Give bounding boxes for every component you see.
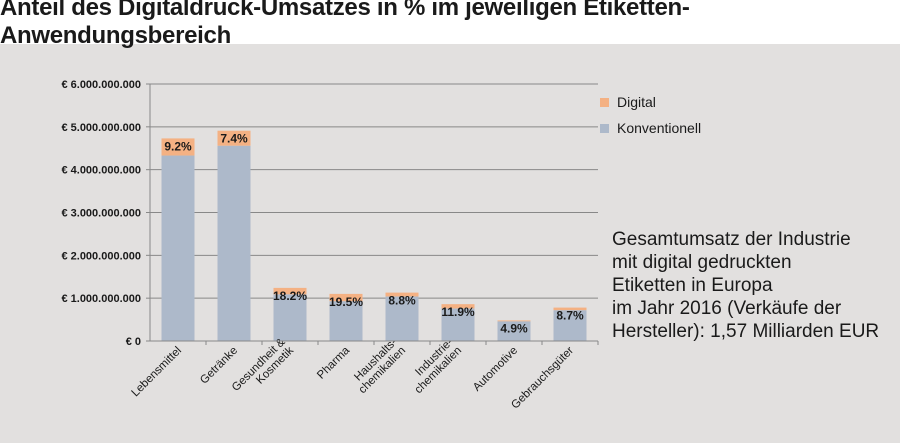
bar-digital xyxy=(161,138,195,156)
x-category-label-line: Automotive xyxy=(471,345,520,394)
bar-konventionell xyxy=(553,310,587,341)
annotation-line: mit digital gedruckten xyxy=(612,252,792,273)
bar-konventionell xyxy=(441,308,475,341)
bar-konventionell xyxy=(385,296,419,341)
bar-digital xyxy=(329,293,363,302)
legend-label: Konventionell xyxy=(617,120,701,136)
bar-digital xyxy=(553,307,587,311)
x-category-label: Haushalts-chemikalien xyxy=(348,336,408,396)
x-category-label: Pharma xyxy=(315,344,352,381)
bar-digital xyxy=(497,320,531,322)
chart-title: Anteil des Digitaldruck-Umsatzes in % im… xyxy=(0,0,690,49)
bar-data-label: 8.7% xyxy=(556,309,584,323)
bar-data-label: 9.2% xyxy=(164,139,192,153)
bar-konventionell xyxy=(161,155,195,341)
x-category-label: Gesundheit &Kosmetik xyxy=(230,336,296,402)
y-tick-label: € 1.000.000.000 xyxy=(61,293,141,305)
bar-konventionell xyxy=(273,294,307,341)
bar-data-label: 11.9% xyxy=(441,305,475,319)
bar-konventionell xyxy=(497,321,531,341)
bar-konventionell xyxy=(329,301,363,341)
bar-data-label: 8.8% xyxy=(388,294,416,308)
y-tick-label: € 5.000.000.000 xyxy=(61,122,141,134)
legend-swatch xyxy=(600,98,609,107)
y-tick-label: € 0 xyxy=(126,336,141,348)
bar-data-label: 18.2% xyxy=(273,289,307,303)
bar-digital xyxy=(273,287,307,295)
x-category-label: Gebrauchsgüter xyxy=(509,345,576,412)
bar-digital xyxy=(385,292,419,297)
annotation-line: Etiketten in Europa xyxy=(612,275,773,296)
x-category-label-line: Gebrauchsgüter xyxy=(509,345,576,412)
x-category-label: Lebensmittel xyxy=(130,345,185,400)
y-tick-label: € 4.000.000.000 xyxy=(61,165,141,177)
legend-swatch xyxy=(600,124,609,133)
bar-digital xyxy=(441,304,475,309)
x-category-label-line: Lebensmittel xyxy=(130,345,185,400)
y-tick-label: € 6.000.000.000 xyxy=(61,79,141,91)
title-bar: Anteil des Digitaldruck-Umsatzes in % im… xyxy=(0,0,900,49)
annotation-line: Hersteller): 1,57 Milliarden EUR xyxy=(612,321,880,342)
annotation-line: im Jahr 2016 (Verkäufe der xyxy=(612,298,842,319)
x-category-label: Automotive xyxy=(471,345,520,394)
x-category-label-line: Pharma xyxy=(315,344,352,381)
x-category-label: Industrie-chemikalien xyxy=(404,336,464,396)
bar-digital xyxy=(217,130,251,146)
bar-data-label: 7.4% xyxy=(220,132,248,146)
y-tick-label: € 2.000.000.000 xyxy=(61,250,141,262)
annotation-text: Gesamtumsatz der Industrie mit digital g… xyxy=(612,228,897,343)
annotation-line: Gesamtumsatz der Industrie xyxy=(612,229,851,250)
bar-data-label: 19.5% xyxy=(329,295,363,309)
bar-konventionell xyxy=(217,145,251,341)
bar-data-label: 4.9% xyxy=(500,321,528,335)
legend-label: Digital xyxy=(617,94,656,110)
y-tick-label: € 3.000.000.000 xyxy=(61,208,141,220)
